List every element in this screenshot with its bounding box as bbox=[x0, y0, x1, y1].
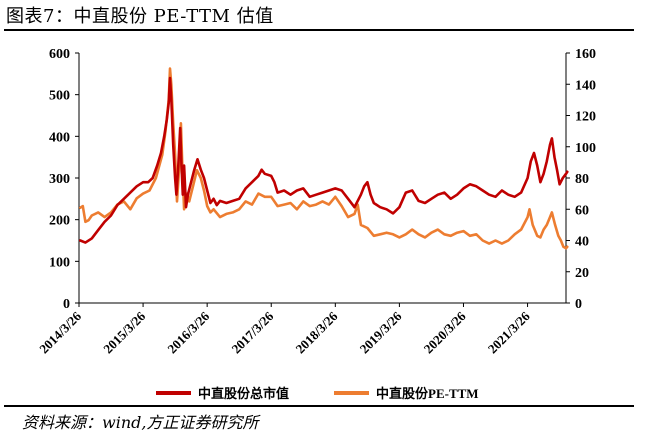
y-left-tick-label: 300 bbox=[49, 172, 70, 187]
y-left-tick-label: 100 bbox=[49, 255, 70, 270]
bottom-rule bbox=[4, 405, 634, 407]
source-note: 资料来源：wind,方正证券研究所 bbox=[22, 413, 259, 432]
x-tick-label: 2021/3/26 bbox=[485, 308, 533, 356]
legend-item-market-cap-label: 中直股份总市值 bbox=[198, 386, 289, 401]
y-right-tick-label: 120 bbox=[575, 110, 596, 125]
y-left-tick-label: 0 bbox=[63, 297, 70, 312]
series-line-market-cap bbox=[79, 76, 569, 244]
y-right-tick-label: 60 bbox=[575, 203, 589, 218]
series-line-pe-ttm bbox=[79, 67, 569, 250]
x-tick-label: 2017/3/26 bbox=[228, 308, 276, 356]
y-right-tick-label: 140 bbox=[575, 78, 596, 93]
chart-legend: 中直股份总市值 中直股份PE-TTM bbox=[156, 386, 479, 401]
y-right-tick-label: 0 bbox=[575, 297, 582, 312]
y-right-tick-label: 40 bbox=[575, 235, 589, 250]
y-left-tick-label: 400 bbox=[49, 130, 70, 145]
y-right-tick-label: 100 bbox=[575, 141, 596, 156]
figure-title: 图表7：中直股份 PE-TTM 估值 bbox=[6, 6, 274, 27]
y-right-tick-label: 80 bbox=[575, 172, 589, 187]
y-left-tick-label: 500 bbox=[49, 89, 70, 104]
x-tick-label: 2016/3/26 bbox=[164, 308, 212, 356]
top-rule bbox=[4, 29, 634, 31]
x-tick-label: 2014/3/26 bbox=[36, 308, 84, 356]
y-left-tick-label: 200 bbox=[49, 214, 70, 229]
y-left-tick-label: 600 bbox=[49, 47, 70, 62]
x-tick-label: 2018/3/26 bbox=[293, 308, 341, 356]
x-tick-label: 2015/3/26 bbox=[100, 308, 148, 356]
chart-lines bbox=[79, 67, 569, 250]
y-right-tick-label: 160 bbox=[575, 47, 596, 62]
x-tick-label: 2020/3/26 bbox=[421, 308, 469, 356]
x-tick-label: 2019/3/26 bbox=[357, 308, 405, 356]
legend-item-pe-ttm-label: 中直股份PE-TTM bbox=[376, 386, 479, 401]
y-right-tick-label: 20 bbox=[575, 266, 589, 281]
